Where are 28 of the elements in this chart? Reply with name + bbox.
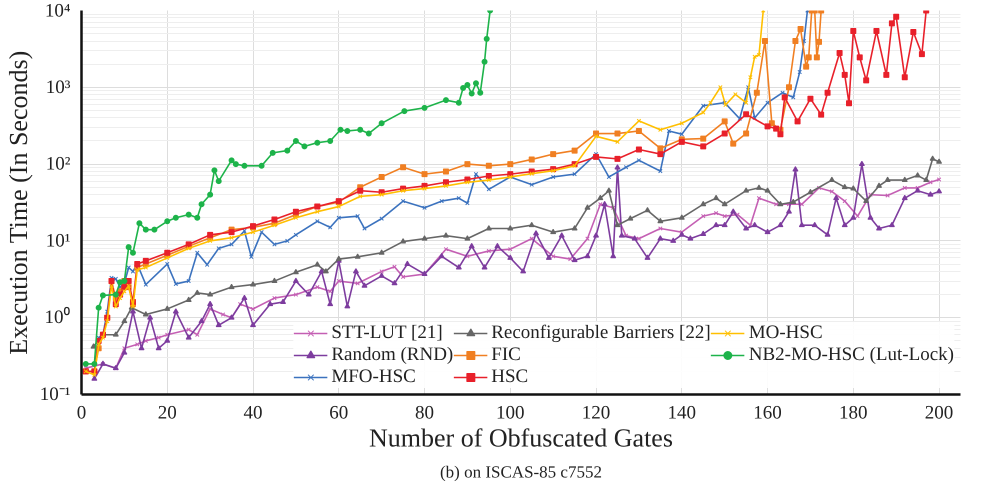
y-tick-label: 10⁰: [44, 306, 70, 328]
legend-label: Reconfigurable Barriers [22]: [491, 322, 711, 344]
x-tick-label: 20: [158, 402, 177, 424]
x-axis-title: Number of Obfuscated Gates: [369, 424, 673, 452]
legend-label: Random (RND): [331, 344, 454, 366]
legend-label: MFO-HSC: [331, 366, 416, 388]
legend-label: NB2-MO-HSC (Lut-Lock): [748, 344, 954, 366]
y-tick-label: 10³: [46, 76, 71, 98]
x-tick-label: 180: [839, 402, 868, 424]
legend-label: MO-HSC: [748, 322, 823, 344]
x-tick-label: 200: [924, 402, 954, 424]
legend-label: STT-LUT [21]: [331, 322, 443, 344]
x-tick-label: 160: [753, 402, 782, 424]
y-tick-label: 10²: [46, 154, 71, 175]
x-tick-label: 0: [76, 402, 86, 424]
x-tick-label: 140: [668, 402, 696, 424]
x-tick-label: 80: [415, 402, 434, 424]
x-tick-label: 60: [329, 402, 348, 424]
y-tick-label: 10⁴: [44, 0, 71, 22]
x-tick-label: 100: [496, 402, 525, 424]
legend-label: HSC: [491, 366, 528, 388]
y-tick-label: 10⁻¹: [40, 384, 71, 405]
y-tick-label: 10¹: [46, 230, 71, 252]
x-tick-label: 120: [582, 402, 610, 424]
legend-label: FIC: [491, 344, 521, 366]
text: (b) on ISCAS-85 c7552: [440, 462, 602, 482]
y-axis-title: Execution Time (In Seconds): [4, 50, 33, 355]
x-tick-label: 40: [244, 402, 263, 424]
